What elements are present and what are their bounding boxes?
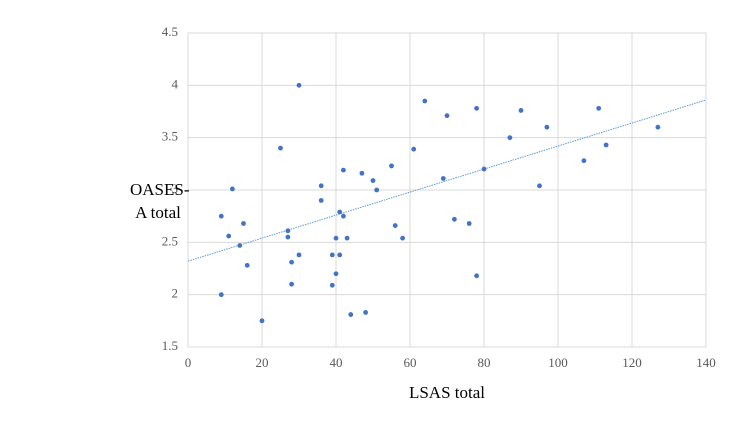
point xyxy=(226,233,232,239)
point xyxy=(285,234,291,240)
y-tick-label: 3 xyxy=(172,181,179,196)
point xyxy=(392,223,398,228)
point xyxy=(444,113,450,119)
point xyxy=(370,178,376,183)
point xyxy=(289,281,294,287)
point xyxy=(341,213,346,219)
y-tick-label: 2.5 xyxy=(162,233,178,248)
point xyxy=(544,124,550,130)
x-tick-label: 0 xyxy=(185,355,192,370)
point xyxy=(374,187,380,193)
x-tick-label: 20 xyxy=(256,355,269,370)
y-tick-label: 4.5 xyxy=(162,24,178,39)
point xyxy=(344,235,350,241)
point xyxy=(363,310,368,315)
point xyxy=(296,82,302,88)
point xyxy=(466,221,472,226)
point xyxy=(230,186,235,192)
point xyxy=(329,252,335,258)
x-tick-label: 60 xyxy=(404,355,417,370)
point xyxy=(333,271,339,277)
point xyxy=(655,124,661,130)
point xyxy=(581,158,587,164)
point xyxy=(474,273,479,279)
trendline xyxy=(187,99,707,262)
point xyxy=(237,243,243,248)
x-tick-label: 100 xyxy=(548,355,568,370)
y-tick-label: 3.5 xyxy=(162,129,178,144)
point xyxy=(411,146,417,152)
point xyxy=(259,318,265,324)
x-tick-label: 80 xyxy=(478,355,491,370)
point xyxy=(318,183,324,189)
point xyxy=(289,259,294,265)
point xyxy=(241,221,246,226)
point xyxy=(518,108,524,113)
point xyxy=(333,235,339,241)
x-tick-label: 140 xyxy=(696,355,716,370)
point xyxy=(422,98,428,104)
point xyxy=(596,105,602,111)
point xyxy=(218,213,224,219)
point xyxy=(481,166,487,172)
point xyxy=(603,142,609,148)
x-axis-title: LSAS total xyxy=(409,383,485,402)
point xyxy=(337,209,343,215)
x-tick-label: 120 xyxy=(622,355,642,370)
point xyxy=(296,252,302,258)
y-tick-label: 1.5 xyxy=(162,338,178,353)
point xyxy=(440,176,446,181)
y-tick-label: 4 xyxy=(172,76,179,91)
y-tick-label: 2 xyxy=(172,286,179,301)
point xyxy=(244,262,250,268)
y-axis-title: OASES-A total xyxy=(130,180,190,222)
point xyxy=(507,135,513,141)
point xyxy=(278,145,283,151)
point xyxy=(400,235,405,241)
x-tick-label: 40 xyxy=(330,355,343,370)
point xyxy=(341,167,346,173)
point xyxy=(329,282,335,288)
point xyxy=(318,198,324,203)
point xyxy=(389,163,394,169)
point xyxy=(359,170,365,176)
point xyxy=(337,252,343,258)
point xyxy=(452,216,457,222)
point xyxy=(348,312,354,317)
point xyxy=(218,292,224,298)
point xyxy=(474,105,479,111)
point xyxy=(285,228,291,234)
point xyxy=(537,183,542,189)
